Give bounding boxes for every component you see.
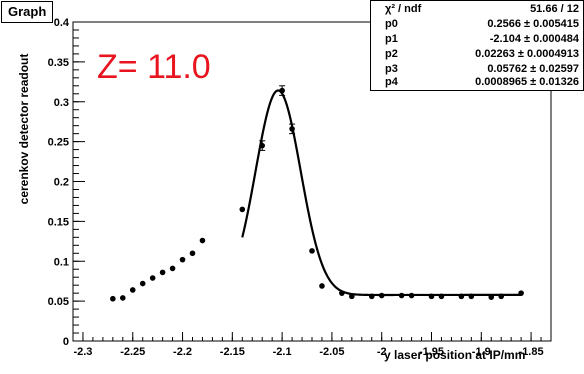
y-tick-label: 0	[63, 336, 69, 348]
y-tick-label: 0.3	[54, 97, 69, 109]
data-point	[179, 256, 186, 263]
y-tick-label: 0.35	[48, 57, 69, 69]
stats-row-p1: p1 -2.104 ± 0.000484	[371, 32, 583, 47]
data-point	[488, 294, 495, 300]
stats-param-name: p3	[385, 63, 398, 75]
stats-header-row: χ² / ndf 51.66 / 12	[371, 2, 583, 17]
stats-param-name: p1	[385, 33, 398, 45]
stats-param-value: -2.104 ± 0.000484	[489, 33, 579, 45]
y-tick-label: 0.25	[48, 137, 69, 149]
x-tick-label: -2	[377, 346, 387, 358]
data-point	[289, 126, 295, 132]
data-point	[518, 290, 524, 296]
stats-row-p2: p2 0.02263 ± 0.0004913	[371, 47, 583, 62]
x-tick-label: -1.95	[419, 346, 444, 358]
data-point	[349, 293, 355, 300]
x-tick-label: -2.25	[120, 346, 145, 358]
stats-header-name: χ² / ndf	[385, 3, 422, 15]
data-point	[259, 142, 266, 149]
data-point	[398, 292, 405, 299]
data-point	[110, 295, 116, 302]
x-tick-label: -2.05	[319, 346, 344, 358]
data-point	[129, 287, 136, 293]
x-tick-label: -2.3	[73, 346, 92, 358]
data-point	[309, 248, 315, 254]
data-point	[339, 290, 345, 296]
graph-title-tag: Graph	[1, 1, 54, 23]
stats-param-name: p4	[385, 76, 398, 88]
y-tick-label: 0.15	[48, 216, 69, 228]
data-point	[119, 295, 126, 301]
x-tick-label: -2.1	[273, 346, 292, 358]
stats-row-p4: p4 0.0008965 ± 0.01326	[370, 75, 584, 91]
z-annotation: Z= 11.0	[97, 48, 211, 86]
y-tick-label: 0.05	[48, 296, 69, 308]
data-point	[149, 275, 156, 281]
fit-stats-box: χ² / ndf 51.66 / 12 p0 0.2566 ± 0.005415…	[370, 0, 584, 83]
stats-param-value: 0.2566 ± 0.005415	[487, 18, 579, 30]
data-point	[159, 269, 166, 276]
stats-row-p3: p3 0.05762 ± 0.02597	[371, 62, 583, 77]
stats-param-name: p2	[385, 48, 398, 60]
data-point	[498, 293, 505, 300]
data-point	[279, 87, 285, 94]
data-point	[169, 265, 176, 272]
data-point	[368, 293, 375, 300]
data-point	[438, 293, 445, 300]
data-point	[428, 293, 435, 300]
data-point	[189, 250, 196, 257]
data-point	[139, 280, 146, 287]
stats-param-value: 0.0008965 ± 0.01326	[475, 76, 579, 88]
stats-row-p0: p0 0.2566 ± 0.005415	[371, 17, 583, 32]
data-point	[408, 292, 415, 299]
data-point	[378, 292, 385, 299]
stats-header-value: 51.66 / 12	[530, 3, 579, 15]
data-point	[468, 293, 475, 300]
x-tick-label: -1.9	[472, 346, 491, 358]
stats-param-value: 0.05762 ± 0.02597	[487, 63, 579, 75]
x-tick-label: -2.2	[173, 346, 192, 358]
y-tick-label: 0.2	[54, 177, 69, 189]
y-tick-label: 0.4	[54, 17, 70, 29]
x-tick-label: -1.85	[519, 346, 544, 358]
y-axis-title: cerenkov detector readout	[17, 53, 31, 205]
fit-curve	[241, 89, 522, 297]
data-point	[199, 237, 206, 244]
x-axis-title: y laser position at IP/mm	[384, 348, 526, 362]
y-tick-label: 0.1	[54, 256, 69, 268]
stats-param-name: p0	[385, 18, 398, 30]
data-point	[319, 283, 325, 289]
stats-param-value: 0.02263 ± 0.0004913	[475, 48, 579, 60]
data-point	[458, 293, 465, 300]
x-tick-label: -2.15	[220, 346, 245, 358]
data-point	[239, 206, 246, 213]
